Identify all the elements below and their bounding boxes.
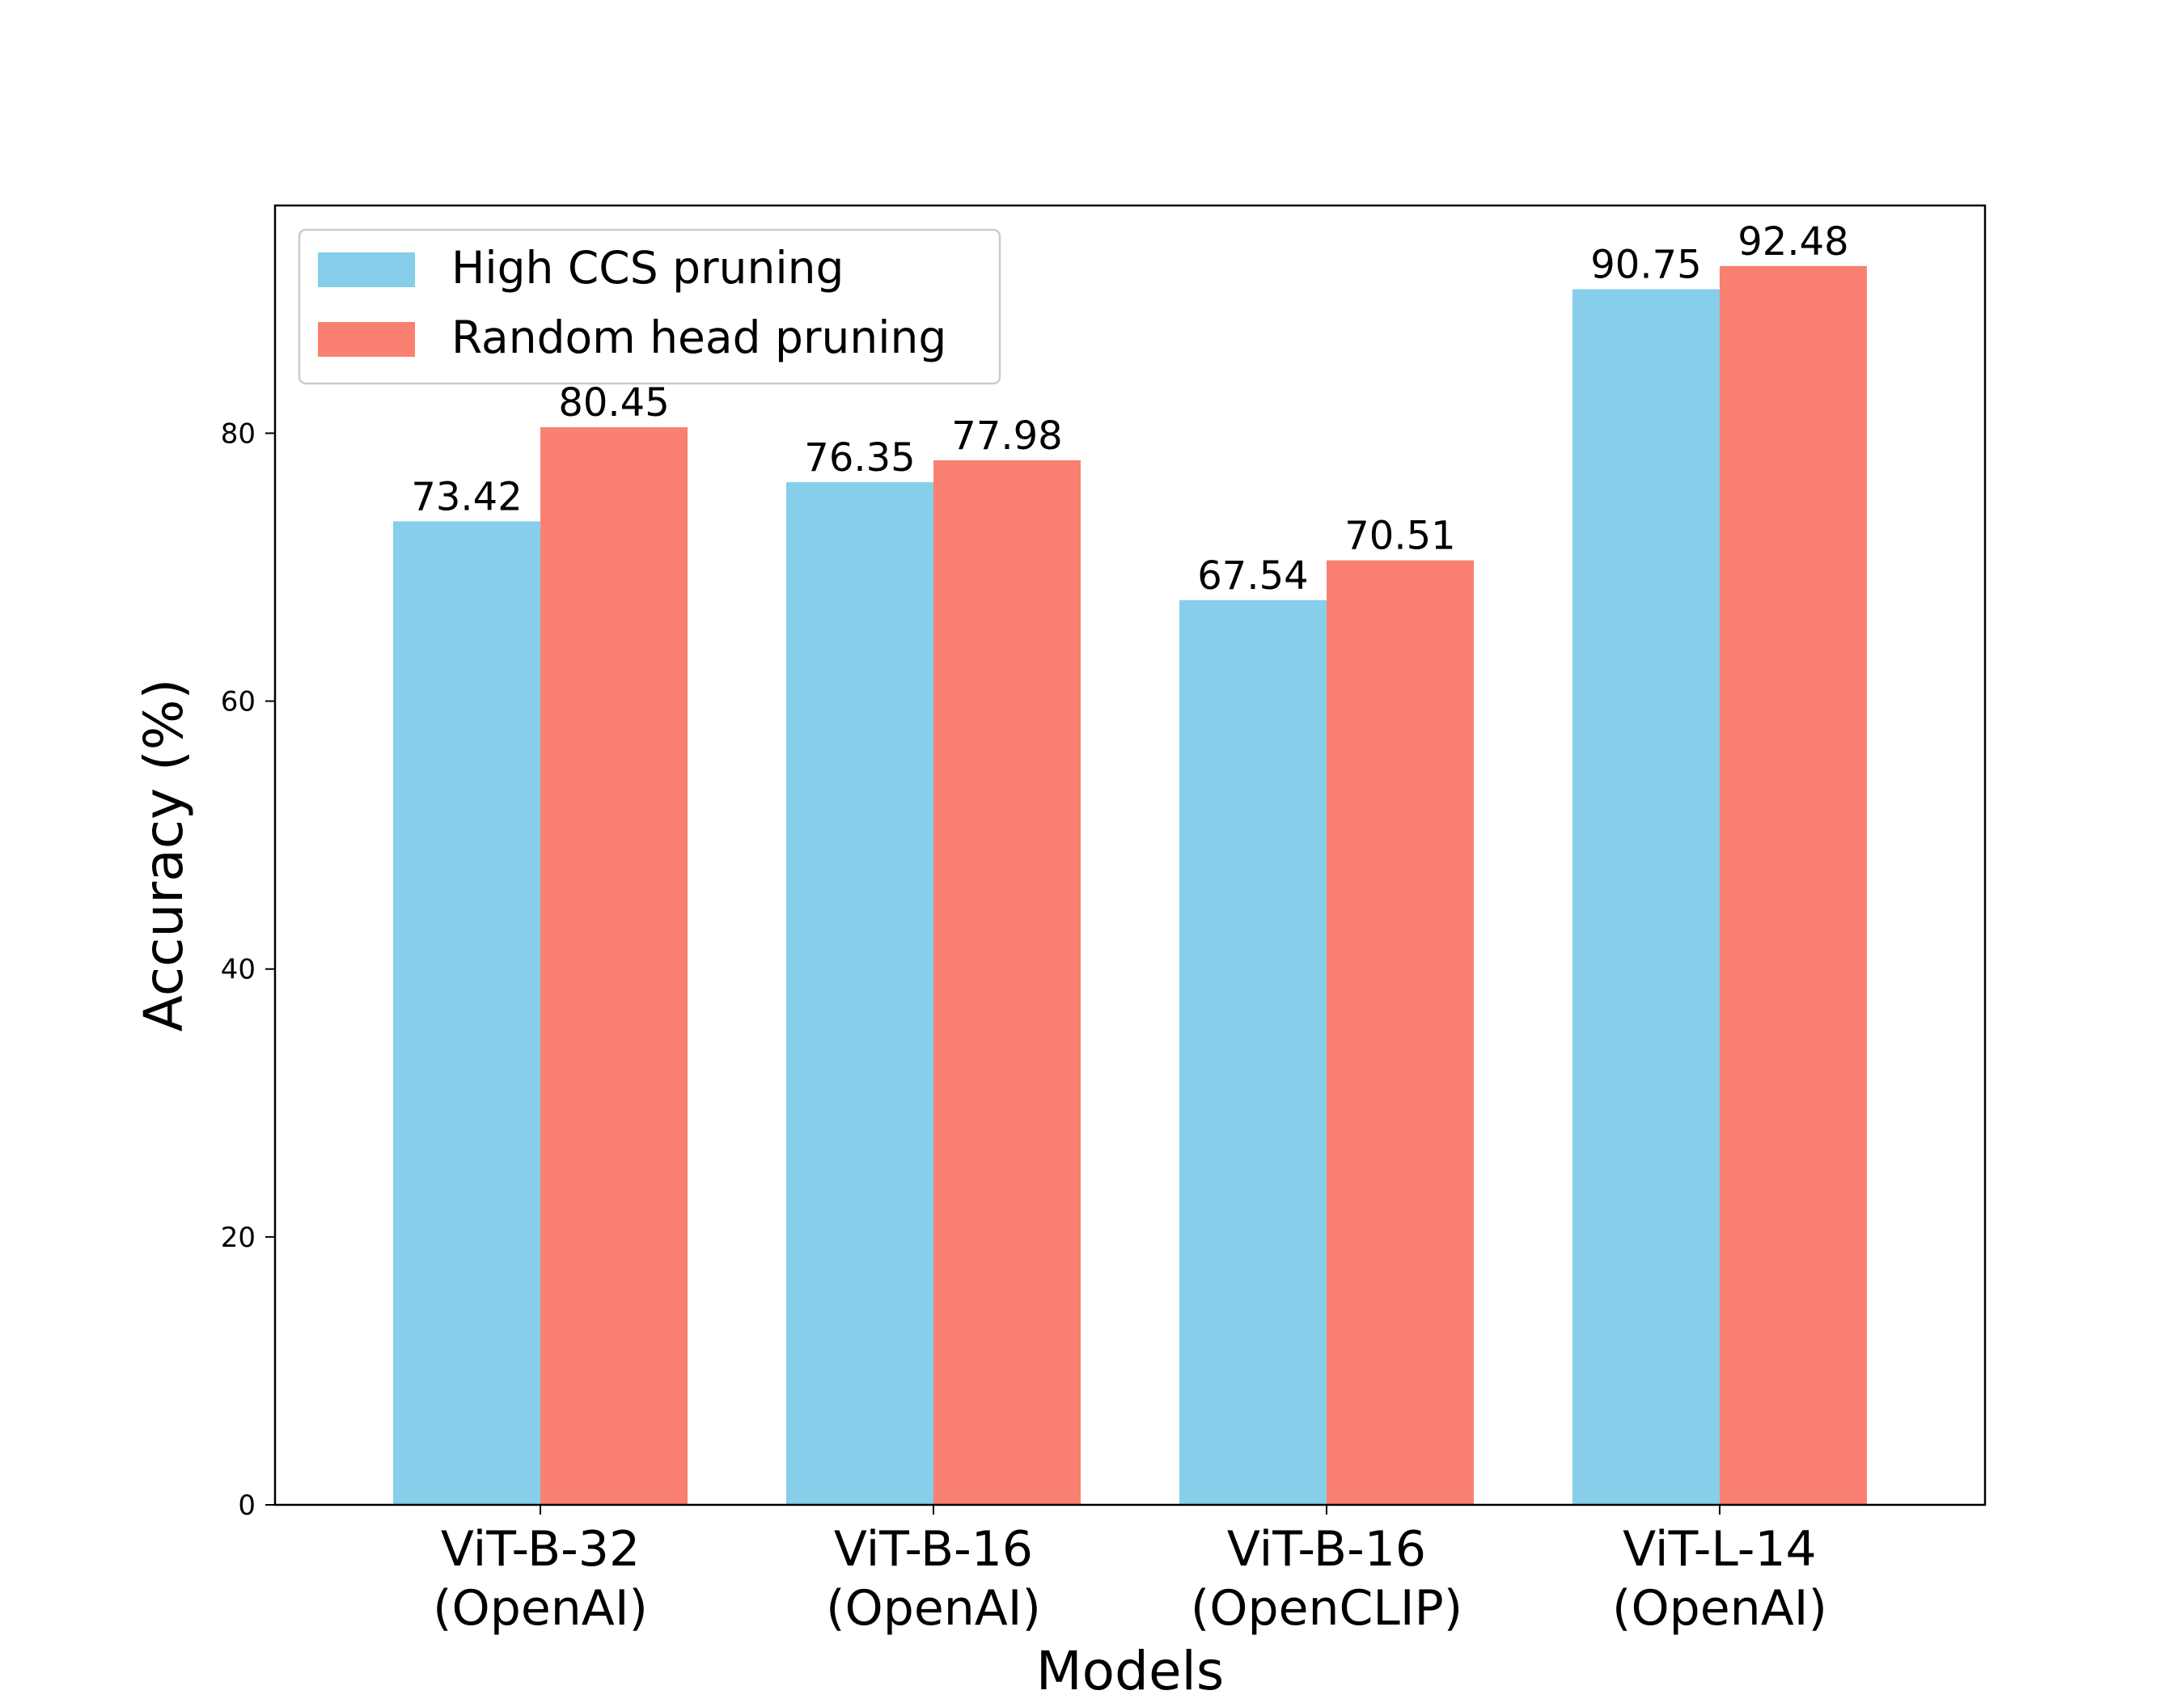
y-tick-label: 20 <box>221 1222 256 1254</box>
x-axis-title: Models <box>1036 1640 1225 1699</box>
y-tick-label: 40 <box>221 954 256 986</box>
legend-swatch-high-ccs <box>318 252 415 287</box>
bar-random-head-0 <box>540 427 688 1505</box>
bar-random-head-3 <box>1719 265 1867 1505</box>
plot-frame <box>273 204 1987 1506</box>
bar-value-label: 76.35 <box>804 435 915 481</box>
x-tick-label: ViT-B-32 <box>441 1521 640 1578</box>
bar-value-label: 77.98 <box>951 413 1062 459</box>
legend-label: Random head pruning <box>451 311 946 363</box>
bar-high-ccs-1 <box>786 481 934 1505</box>
y-tick-label: 0 <box>238 1489 256 1522</box>
bar-value-label: 80.45 <box>558 380 669 426</box>
bar-value-label: 70.51 <box>1344 514 1455 559</box>
bar-value-label: 90.75 <box>1590 242 1701 287</box>
x-tick-label: ViT-L-14 <box>1623 1521 1817 1578</box>
x-tick-label: (OpenAI) <box>826 1580 1041 1637</box>
bar-value-label: 67.54 <box>1197 553 1308 599</box>
y-axis-title: Accuracy (%) <box>133 679 195 1032</box>
axes-layer <box>265 204 1987 1515</box>
legend-box <box>298 228 1001 385</box>
legend: High CCS pruning Random head pruning <box>298 228 1001 385</box>
x-tick-label: ViT-B-16 <box>834 1521 1033 1578</box>
legend-label: High CCS pruning <box>451 242 844 294</box>
x-tick-label: ViT-B-16 <box>1227 1521 1426 1578</box>
x-tick-label: (OpenAI) <box>1612 1580 1827 1637</box>
bars-layer <box>393 265 1867 1505</box>
bar-value-label: 73.42 <box>411 474 522 519</box>
bar-high-ccs-2 <box>1179 600 1327 1505</box>
bar-high-ccs-0 <box>393 521 541 1505</box>
bar-random-head-1 <box>933 460 1081 1505</box>
x-tick-label: (OpenCLIP) <box>1191 1580 1462 1637</box>
bar-value-label: 92.48 <box>1737 219 1848 265</box>
bar-high-ccs-3 <box>1572 289 1720 1505</box>
x-tick-label: (OpenAI) <box>433 1580 648 1637</box>
y-tick-label: 60 <box>221 686 256 718</box>
y-tick-label: 80 <box>221 417 256 450</box>
bar-random-head-2 <box>1326 560 1474 1505</box>
legend-swatch-random-head <box>318 322 415 357</box>
